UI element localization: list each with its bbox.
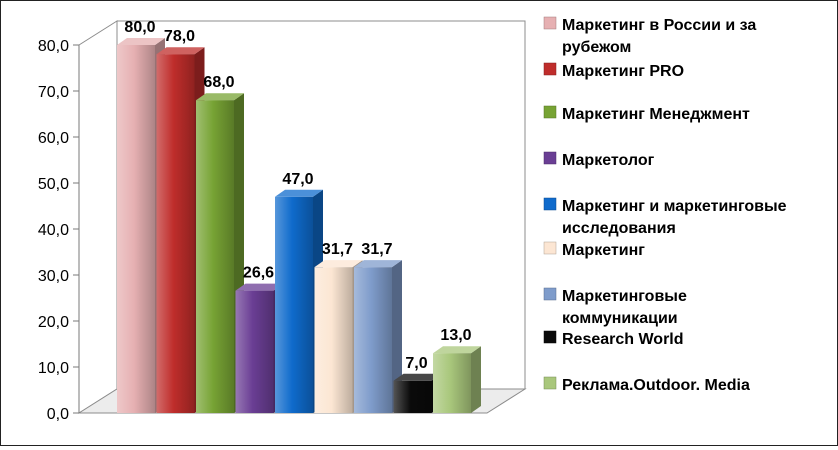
- legend-label: Маркетинг: [562, 242, 645, 259]
- legend-swatch: [543, 376, 557, 390]
- bar: [433, 346, 481, 413]
- data-label: 78,0: [164, 28, 195, 45]
- bar-top: [196, 93, 244, 101]
- legend-swatch: [543, 62, 557, 76]
- legend-item: Маркетинг PRO: [543, 62, 684, 80]
- bar: [354, 260, 402, 413]
- bar-front: [393, 380, 432, 413]
- legend-item: Research World: [543, 330, 684, 348]
- legend-label: Маркетинговые коммуникации: [562, 288, 687, 327]
- bar-side: [471, 346, 481, 413]
- legend-item: Маркетинг и маркетинговые исследования: [543, 197, 787, 237]
- y-tick-label: 80,0: [38, 38, 69, 55]
- legend-swatch: [543, 151, 557, 165]
- y-tick-label: 40,0: [38, 222, 69, 239]
- y-tick-label: 10,0: [38, 360, 69, 377]
- bar-front: [117, 45, 155, 413]
- bars: [117, 38, 481, 413]
- legend-swatch: [543, 241, 557, 255]
- y-tick-label: 60,0: [38, 130, 69, 147]
- bar-front: [196, 100, 234, 413]
- legend-label: Маркетинг PRO: [562, 63, 684, 80]
- bar-top: [275, 189, 323, 197]
- bar-top: [314, 260, 363, 268]
- legend-swatch: [543, 16, 557, 30]
- legend-swatch: [543, 197, 557, 211]
- data-label: 47,0: [282, 171, 313, 188]
- y-tick-label: 70,0: [38, 84, 69, 101]
- data-label: 80,0: [124, 19, 155, 36]
- data-labels: 80,0 78,0 68,0 26,6 47,0 31,7 31,7 7,0 13,0: [124, 19, 471, 372]
- bar-front: [354, 267, 392, 413]
- y-tick-label: 30,0: [38, 268, 69, 285]
- bar-front: [235, 290, 274, 413]
- data-label: 31,7: [361, 241, 392, 258]
- bar-top: [354, 260, 402, 268]
- y-tick-label: 50,0: [38, 176, 69, 193]
- legend-label: Маркетинг и маркетинговые исследования: [562, 198, 787, 237]
- bar-top: [156, 47, 205, 55]
- bar-front: [275, 196, 313, 413]
- legend-item: Маркетинг в России и за рубежом: [543, 16, 756, 56]
- data-label: 13,0: [440, 327, 471, 344]
- bar-top: [235, 283, 284, 291]
- data-label: 31,7: [322, 241, 353, 258]
- legend-label: Реклама.Outdoor. Media: [562, 377, 750, 394]
- y-tick-label: 20,0: [38, 314, 69, 331]
- legend-item: Маркетинговые коммуникации: [543, 287, 687, 327]
- y-tick-label: 0,0: [47, 406, 69, 423]
- bar-top: [433, 346, 481, 354]
- legend-label: Маркетолог: [562, 152, 655, 169]
- data-label: 26,6: [243, 265, 274, 282]
- legend-label: Маркетинг в России и за рубежом: [562, 17, 756, 56]
- bar-side: [392, 260, 402, 413]
- legend: Маркетинг в России и за рубежом Маркетинг …: [543, 16, 787, 394]
- bar-front: [314, 267, 353, 413]
- y-axis-ticks: 0,0 10,0 20,0 30,0 40,0 50,0 60,0 70,0 80,0: [38, 38, 79, 423]
- legend-label: Маркетинг Менеджмент: [562, 106, 750, 123]
- legend-swatch: [543, 287, 557, 301]
- data-label: 7,0: [405, 355, 427, 372]
- legend-item: Маркетинг: [543, 241, 645, 259]
- bar-front: [433, 353, 471, 413]
- bar-top: [117, 38, 165, 45]
- legend-item: Маркетолог: [543, 151, 655, 169]
- plot-side-wall: [78, 20, 118, 414]
- legend-item: Реклама.Outdoor. Media: [543, 376, 750, 394]
- legend-swatch: [543, 330, 557, 344]
- legend-label: Research World: [562, 331, 684, 348]
- legend-swatch: [543, 105, 557, 119]
- bar-front: [156, 54, 195, 413]
- bar-top: [393, 373, 442, 381]
- legend-item: Маркетинг Менеджмент: [543, 105, 750, 123]
- data-label: 68,0: [203, 74, 234, 91]
